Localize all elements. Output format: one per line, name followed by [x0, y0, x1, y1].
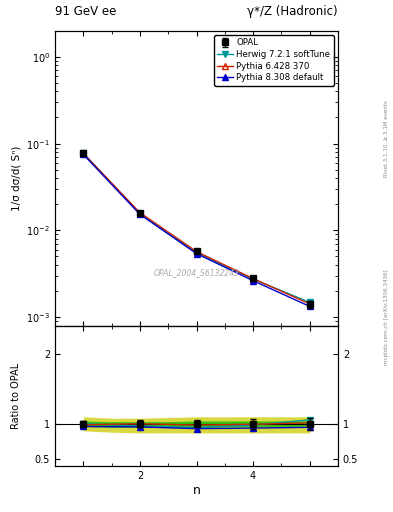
Pythia 8.308 default [307, 303, 312, 309]
Pythia 6.428 370 [194, 248, 199, 254]
Pythia 6.428 370 [81, 151, 86, 157]
Pythia 6.428 370 [138, 209, 142, 216]
Pythia 8.308 default [251, 278, 255, 284]
Y-axis label: Ratio to OPAL: Ratio to OPAL [11, 362, 21, 429]
Herwig 7.2.1 softTune [81, 150, 86, 156]
Herwig 7.2.1 softTune [138, 211, 142, 217]
Text: OPAL_2004_S6132243: OPAL_2004_S6132243 [154, 268, 239, 277]
Legend: OPAL, Herwig 7.2.1 softTune, Pythia 6.428 370, Pythia 8.308 default: OPAL, Herwig 7.2.1 softTune, Pythia 6.42… [214, 35, 334, 86]
Line: Pythia 6.428 370: Pythia 6.428 370 [81, 151, 312, 307]
Line: Pythia 8.308 default: Pythia 8.308 default [81, 152, 312, 309]
Herwig 7.2.1 softTune [194, 250, 199, 256]
Herwig 7.2.1 softTune [251, 276, 255, 282]
X-axis label: n: n [193, 483, 200, 497]
Pythia 6.428 370 [251, 275, 255, 282]
Herwig 7.2.1 softTune [307, 300, 312, 306]
Pythia 8.308 default [81, 152, 86, 158]
Y-axis label: 1/σ dσ/d( Sⁿ): 1/σ dσ/d( Sⁿ) [11, 145, 21, 211]
Pythia 6.428 370 [307, 301, 312, 307]
Pythia 8.308 default [194, 250, 199, 257]
Text: γ*/Z (Hadronic): γ*/Z (Hadronic) [247, 5, 338, 18]
Text: Rivet 3.1.10, ≥ 3.1M events: Rivet 3.1.10, ≥ 3.1M events [384, 100, 389, 177]
Line: Herwig 7.2.1 softTune: Herwig 7.2.1 softTune [81, 150, 312, 305]
Pythia 8.308 default [138, 211, 142, 218]
Text: 91 GeV ee: 91 GeV ee [55, 5, 116, 18]
Text: mcplots.cern.ch [arXiv:1306.3436]: mcplots.cern.ch [arXiv:1306.3436] [384, 270, 389, 365]
